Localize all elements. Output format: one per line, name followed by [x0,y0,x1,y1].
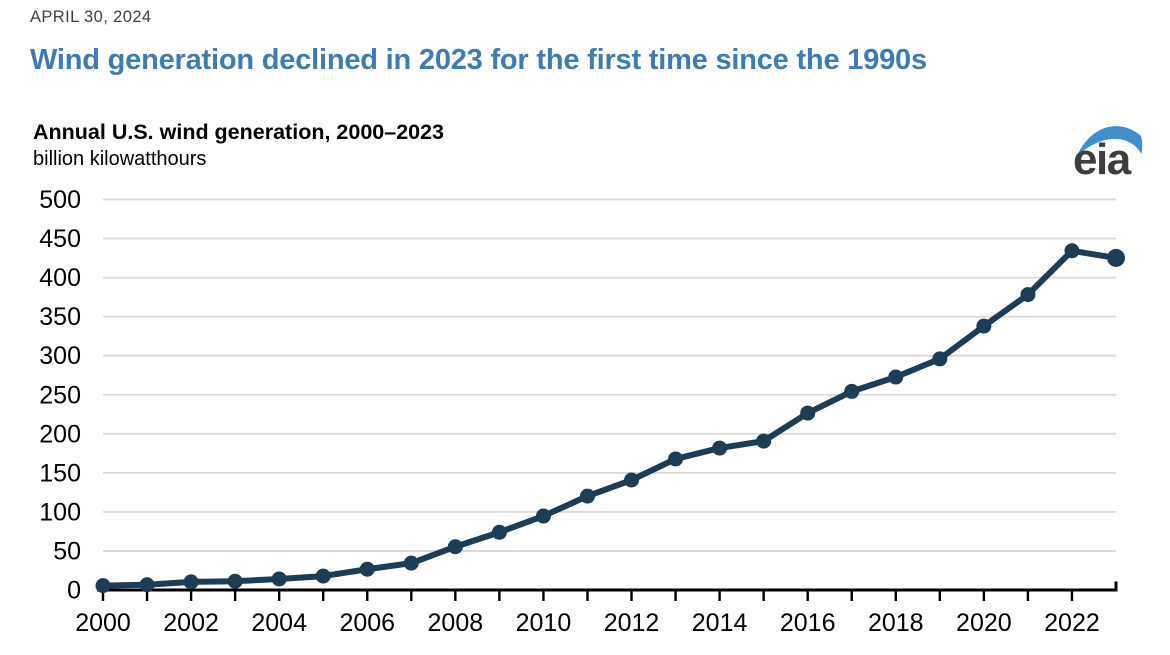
data-point-2013 [668,451,684,467]
x-axis [97,581,1118,601]
data-point-2019 [932,351,948,367]
y-tick-label: 200 [39,420,81,448]
x-tick-label: 2020 [956,609,1012,637]
data-point-2021 [1020,287,1036,303]
series-line [100,247,1119,589]
data-point-2022 [1064,243,1080,259]
data-point-2010 [535,508,551,524]
data-point-2012 [624,472,640,488]
data-point-2001 [139,577,155,593]
article-date: APRIL 30, 2024 [30,8,152,26]
data-point-2008 [447,539,463,555]
x-axis-labels: 2000 2002 2004 2006 2008 2010 2012 2014 2016 2018… [75,609,1100,637]
data-point-2023 [1107,248,1125,267]
data-point-2011 [579,488,595,504]
y-tick-label: 500 [39,186,81,214]
x-tick-label: 2010 [516,609,572,637]
y-tick-label: 150 [39,459,81,487]
x-tick-label: 2018 [868,609,924,637]
data-point-2002 [183,574,199,590]
data-point-2014 [712,440,728,456]
data-point-2007 [403,555,419,571]
y-tick-label: 50 [53,537,81,565]
y-tick-label: 100 [39,498,81,526]
article-headline: Wind generation declined in 2023 for the… [30,44,927,76]
x-tick-label: 2000 [75,609,131,637]
data-point-2016 [800,405,816,421]
data-point-2004 [271,571,287,587]
y-tick-label: 0 [67,577,81,605]
x-tick-label: 2014 [692,609,748,637]
data-point-2020 [976,318,992,334]
data-point-2017 [844,383,860,399]
data-point-2003 [227,573,243,589]
y-axis-labels: 0 50 100 150 200 250 300 350 400 450 500 [39,186,81,605]
data-point-2005 [315,568,331,584]
chart-title: Annual U.S. wind generation, 2000–2023 [33,120,445,144]
data-point-2015 [756,433,772,449]
x-tick-label: 2008 [428,609,484,637]
x-tick-label: 2012 [604,609,660,637]
eia-logo: eia [1072,111,1146,184]
x-tick-label: 2004 [251,609,307,637]
x-tick-label: 2016 [780,609,836,637]
y-tick-label: 450 [39,225,81,253]
y-tick-label: 350 [39,303,81,331]
x-tick-label: 2002 [163,609,219,637]
data-point-2018 [888,369,904,385]
data-point-2006 [359,561,375,577]
chart-units-label: billion kilowatthours [33,148,207,170]
data-point-2009 [491,524,507,540]
eia-logo-swoosh-icon [1077,126,1143,156]
y-tick-label: 400 [39,264,81,292]
y-tick-label: 250 [39,381,81,409]
gridlines [103,198,1116,552]
x-tick-label: 2022 [1044,609,1100,637]
data-points [95,243,1125,594]
data-point-2000 [95,578,111,594]
eia-logo-text: eia [1073,135,1132,179]
x-tick-label: 2006 [339,609,395,637]
y-tick-label: 300 [39,342,81,370]
eia-logo-graphic: eia [1073,126,1143,184]
